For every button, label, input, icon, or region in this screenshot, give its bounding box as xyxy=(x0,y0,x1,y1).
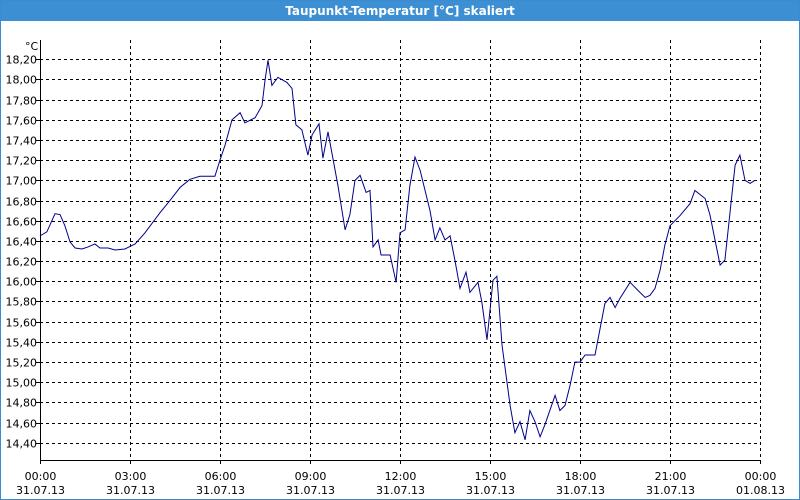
y-tick-label: 16,00 xyxy=(6,276,38,289)
y-tick-label: 15,20 xyxy=(6,357,38,370)
y-tick-label: 18,00 xyxy=(6,74,38,87)
y-tick-label: 17,40 xyxy=(6,135,38,148)
y-tick-label: 17,80 xyxy=(6,95,38,108)
x-tick-label: 03:00 xyxy=(115,470,147,483)
x-tick-date: 31.07.13 xyxy=(16,484,65,497)
y-tick-label: 14,40 xyxy=(6,438,38,451)
data-line xyxy=(39,60,756,440)
y-tick-label: 16,20 xyxy=(6,256,38,269)
x-tick-date: 31.07.13 xyxy=(556,484,605,497)
y-tick-label: 16,60 xyxy=(6,216,38,229)
y-unit: °C xyxy=(25,40,39,53)
x-tick-date: 01.08.13 xyxy=(736,484,785,497)
y-tick-label: 18,20 xyxy=(6,54,38,67)
y-tick-label: 15,80 xyxy=(6,296,38,309)
x-tick-label: 15:00 xyxy=(475,470,507,483)
x-tick-date: 31.07.13 xyxy=(106,484,155,497)
y-tick-label: 17,00 xyxy=(6,175,38,188)
y-tick-label: 15,60 xyxy=(6,317,38,330)
x-tick-label: 00:00 xyxy=(745,470,777,483)
x-tick-label: 21:00 xyxy=(655,470,687,483)
x-tick-date: 31.07.13 xyxy=(466,484,515,497)
x-tick-label: 06:00 xyxy=(205,470,237,483)
y-tick-label: 14,60 xyxy=(6,418,38,431)
y-tick-label: 17,60 xyxy=(6,115,38,128)
y-tick-label: 17,20 xyxy=(6,155,38,168)
y-tick-label: 15,40 xyxy=(6,337,38,350)
x-tick-label: 09:00 xyxy=(295,470,327,483)
x-tick-date: 31.07.13 xyxy=(286,484,335,497)
y-tick-label: 14,80 xyxy=(6,397,38,410)
x-tick-label: 00:00 xyxy=(25,470,57,483)
x-tick-label: 12:00 xyxy=(385,470,417,483)
y-tick-label: 16,80 xyxy=(6,196,38,209)
y-tick-label: 15,00 xyxy=(6,377,38,390)
y-tick-label: 16,40 xyxy=(6,236,38,249)
x-tick-label: 18:00 xyxy=(565,470,597,483)
window-title: Taupunkt-Temperatur [°C] skaliert xyxy=(1,1,799,21)
x-tick-date: 31.07.13 xyxy=(376,484,425,497)
x-tick-date: 31.07.13 xyxy=(646,484,695,497)
x-tick-date: 31.07.13 xyxy=(196,484,245,497)
